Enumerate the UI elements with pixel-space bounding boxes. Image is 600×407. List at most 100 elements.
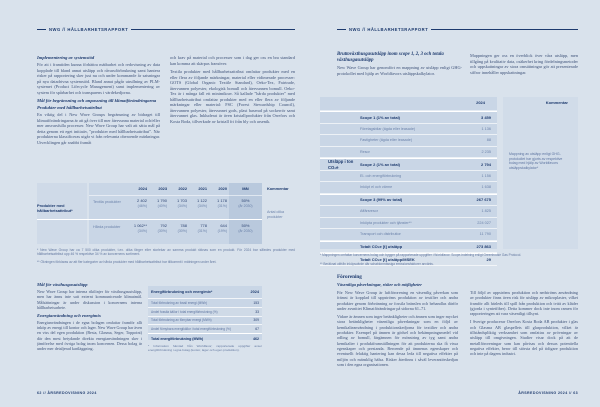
energy-table-title-row: Energiförbrukning och energimix* 2024 (148, 286, 262, 298)
energy-row-total: Total energiförbrukning (MWh) 462 (148, 333, 262, 343)
ghg-row-transport: Transport och distribution 11 790 (320, 229, 497, 241)
table-header-rule (89, 195, 262, 196)
paragraph-attribut-cont: och krav på material och processer som i… (170, 55, 295, 66)
col-header-2021: 2021 (198, 186, 207, 191)
energy-table-title: Energiförbrukning och energimix* (151, 290, 213, 294)
ghg-row-travel: Resor 2 235 (320, 147, 497, 158)
energy-row-renewable-mwh: Total förbrukning av förnybar energi (MW… (148, 315, 262, 325)
paragraph-ghg-intro: New Wave Group har genomfört en mappning… (337, 65, 462, 76)
attributes-table-stub: Produkter med hållbarhetsattribut* (37, 203, 85, 213)
col-header-2022: 2022 (178, 186, 187, 191)
ghg-row-scope3: Scope 3 (99% av total) 267 675 (320, 193, 497, 206)
footer-right: ÅRSREDOVISNING 2024 // 63 (518, 391, 578, 395)
pollution-col2: Till följd av uppströms produktion och n… (470, 290, 578, 378)
ghg-row-total-msek: Totalt CO₂e [t] utsläpp/MSEK 29 (320, 253, 497, 266)
ghg-table-panel (320, 97, 497, 249)
ghg-table: 2024 Kommentar Utsläpp i ton CO₂e Scope … (320, 97, 578, 266)
ghg-row-facilities: Fastigheter (ägda eller leasade) 88 (320, 135, 497, 147)
ghg-stub-line1: Utsläpp i ton (328, 159, 354, 164)
paragraph-pollution-2: Vidare är ämnen som inger betänkligheter… (337, 314, 458, 367)
header-left-label: NWG // HÅLLBARHETSRAPPORT (49, 26, 129, 32)
heading-pollution: Förorening (337, 274, 362, 280)
row-label-harda: Hårda produkter (93, 225, 121, 229)
ghg-row-purchased-goods: Inköpta produkter och tjänster** 224 027 (320, 218, 497, 229)
col-header-2024: 2024 (138, 186, 147, 191)
ghg-stub-line2: CO₂e (328, 164, 339, 170)
cell-textila-2022: 1 703 (34%) (176, 198, 187, 208)
ghg-row-scope2: Scope 2 (1% av total) 2 794 (320, 158, 497, 171)
col-header-2020: 2020 (218, 186, 227, 191)
attributes-footnote-2: ** Ökningen förklaras av att fler katego… (37, 260, 217, 264)
left-bottom-col: Mål för växthusgasutsläpp New Wave Group… (37, 282, 142, 378)
left-intro-col2: och krav på material och processer som i… (170, 55, 295, 167)
paragraph-systemstod: För att i framtiden kunna förbättra mätb… (37, 62, 160, 95)
cell-harda-2023: 792 (30%) (157, 223, 167, 233)
heading-klimatmal: Mål för begränsning och anpassning till … (37, 98, 157, 104)
header-rule-fill (131, 28, 295, 30)
energy-table-year: 2024 (250, 290, 259, 294)
ghg-row-company-cars: Företagsbilar (ägda eller leasade) 1 136 (320, 124, 497, 135)
attributes-table: 2024 2023 2022 2021 2020 Mål Kommentar P… (37, 183, 295, 244)
page-header-right: NWG // HÅLLBARHETSRAPPORT (337, 25, 578, 33)
attributes-table-stub-panel (37, 183, 87, 244)
heading-systemstod: Implementering av systemstöd (37, 55, 95, 60)
page-header-left: NWG // HÅLLBARHETSRAPPORT (37, 25, 295, 33)
paragraph-ghg-goal: New Wave Group har interna riktlinjer fö… (37, 289, 142, 310)
table-row-rule (37, 219, 262, 221)
ghg-row-electricity: El- och energiförbrukning 1 156 (320, 171, 497, 182)
attributes-table-goal-panel (229, 183, 262, 244)
heading-ghg-gross: Bruttoväxthusgasutsläpp inom scope 1, 2,… (337, 52, 444, 63)
ghg-comment-panel (503, 97, 578, 249)
energy-footnote: * Information hämtad från Worldfavor; ra… (148, 344, 262, 352)
heading-energy: Energianvändning och energimix (37, 312, 102, 318)
subheading-pollution: Väsentliga påverkningar, risker och möjl… (337, 282, 422, 287)
right-intro-col2: Mappningen ger oss en överblick över vår… (470, 53, 578, 75)
left-intro-col1: Implementering av systemstöd För att i f… (37, 55, 160, 181)
stub-line2: hållbarhetsattribut* (37, 208, 73, 213)
cell-harda-2022: 788 (30%) (177, 223, 187, 233)
pollution-col1: För New Wave Group är luftförorening en … (337, 290, 458, 378)
energy-row-fossil-mwh: Total förbrukning av fossil energi (MWh)… (148, 298, 262, 307)
footer-left: 62 // ÅRSREDOVISNING 2024 (37, 391, 97, 395)
attributes-table-comment: Antal olika produkter (267, 210, 285, 219)
cell-textila-goal: 50% (år 2030) (238, 198, 253, 208)
ghg-row-purchased-heat: Inköpt el och värme 1 638 (320, 182, 497, 194)
paragraph-energy: Energianvändningen i de egna bolagen omf… (37, 320, 142, 352)
cell-textila-2021: 1 122 (34%) (196, 198, 207, 208)
cell-harda-2021: 778 (31%) (197, 223, 207, 233)
cell-harda-2020: 644 (19%) (217, 223, 227, 233)
cell-textila-2024: 2 402 (46%) (136, 198, 147, 208)
energy-row-renewable-share: Andel förnybara energikällor i total ene… (148, 324, 262, 334)
header-rule-fill (431, 28, 578, 30)
header-rule-start (37, 28, 46, 30)
col-header-2023: 2023 (158, 186, 167, 191)
header-rule-start (337, 28, 346, 30)
ghg-table-rows: Scope 1 (1% av total) 3 459 Företagsbilar… (320, 111, 497, 266)
col-header-goal: Mål (242, 186, 249, 191)
heading-ghg-goal: Mål för växthusgasutsläpp (37, 282, 88, 287)
ghg-footnote-2: ** Beräknat utifrån inköpsvärde där scha… (320, 262, 434, 266)
ghg-table-comment: Mappning av utsläpp enligt GHG-protokoll… (509, 152, 563, 170)
ghg-row-total: Totalt CO₂e [t] utsläpp 273 863 (320, 240, 497, 253)
paragraph-pollution-4: I Sverige producerar Orrefors Kosta Boda… (470, 319, 578, 357)
cell-textila-2020: 1 178 (31%) (216, 198, 227, 208)
ghg-row-business-travel: Affärsresor 1 825 (320, 206, 497, 218)
cell-harda-goal: 50% (år 2030) (238, 223, 253, 233)
paragraph-attribut: En viktig del i New Wave Groups begränsn… (37, 112, 160, 145)
cell-harda-2024: 1 062** (34%) (133, 223, 147, 233)
energy-row-fossil-share: Andel fossila källor i total energiförbr… (148, 306, 262, 316)
ghg-header-rule (320, 110, 497, 111)
ghg-footnote-1: * Mappningen omfattar koncernens bolag o… (320, 253, 522, 257)
ghg-col-header-year: 2024 (476, 100, 485, 105)
ghg-row-scope1: Scope 1 (1% av total) 3 459 (320, 111, 497, 124)
heading-attribut: Produkter med hållbarhetsattribut (37, 105, 102, 111)
ghg-table-stub: Utsläpp i ton CO₂e (328, 159, 353, 170)
stub-line1: Produkter med (37, 203, 65, 208)
attributes-footnote-1: * New Wave Group har ca 7 500 olika prod… (37, 248, 295, 257)
energy-table: Energiförbrukning och energimix* 2024 To… (148, 286, 262, 343)
paragraph-pollution-1: För New Wave Group är luftförorening en … (337, 290, 458, 311)
right-intro-col1: Bruttoväxthusgasutsläpp inom scope 1, 2,… (337, 52, 462, 76)
row-label-textila: Textila produkter (93, 200, 121, 204)
paragraph-pollution-3: Till följd av uppströms produktion och n… (470, 290, 578, 317)
